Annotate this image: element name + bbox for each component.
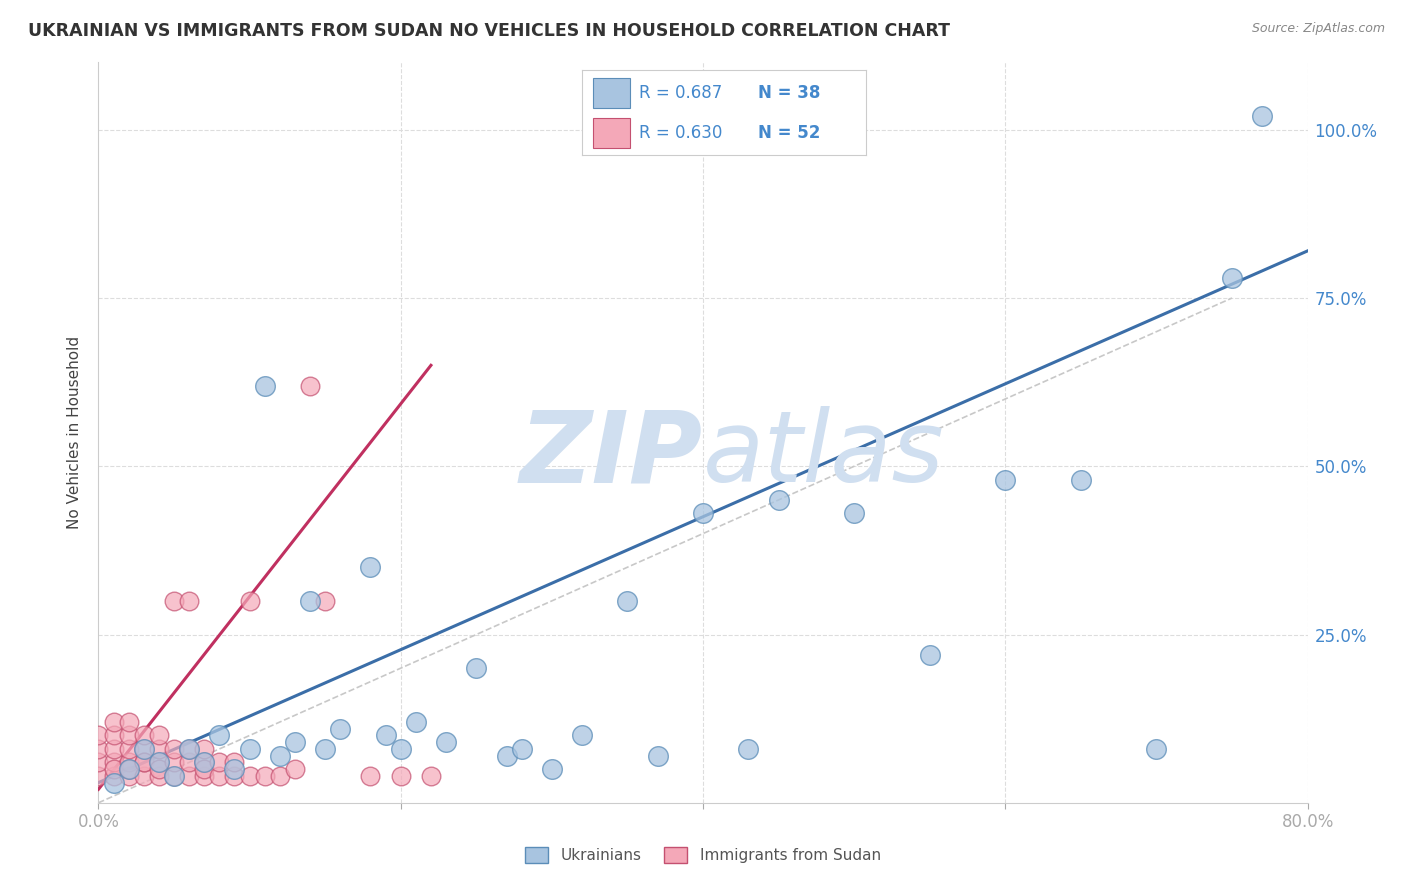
Text: UKRAINIAN VS IMMIGRANTS FROM SUDAN NO VEHICLES IN HOUSEHOLD CORRELATION CHART: UKRAINIAN VS IMMIGRANTS FROM SUDAN NO VE… (28, 22, 950, 40)
Point (118, 762, 141, 776)
Point (103, 762, 125, 776)
Point (495, 748, 517, 763)
Point (269, 748, 291, 763)
Point (163, 769, 186, 783)
Point (360, 560, 382, 574)
Point (389, 742, 412, 756)
Point (103, 729, 125, 743)
Point (284, 762, 307, 776)
Point (148, 756, 170, 770)
Point (224, 769, 246, 783)
Point (224, 756, 246, 770)
Point (844, 507, 866, 521)
Point (193, 756, 215, 770)
Text: ZIP: ZIP (520, 407, 703, 503)
Point (132, 742, 155, 756)
Point (148, 756, 170, 770)
Point (148, 762, 170, 776)
Point (269, 769, 291, 783)
Point (148, 742, 170, 756)
Point (87, 742, 110, 756)
Point (1220, 270, 1243, 285)
Point (103, 756, 125, 770)
Point (692, 507, 714, 521)
Point (193, 756, 215, 770)
Point (179, 742, 201, 756)
Point (163, 769, 186, 783)
Point (103, 769, 125, 783)
Point (163, 756, 186, 770)
Point (299, 594, 322, 608)
Point (284, 735, 307, 749)
Point (132, 756, 155, 770)
Point (208, 756, 231, 770)
Point (87, 769, 110, 783)
Point (314, 594, 336, 608)
Point (405, 714, 427, 729)
Point (179, 742, 201, 756)
Point (616, 594, 638, 608)
Point (510, 742, 533, 756)
Point (179, 594, 201, 608)
Point (239, 769, 262, 783)
Text: Source: ZipAtlas.com: Source: ZipAtlas.com (1251, 22, 1385, 36)
Point (768, 492, 790, 507)
Point (1144, 742, 1167, 756)
Point (434, 735, 457, 749)
Point (253, 378, 276, 392)
Point (1070, 473, 1092, 487)
Point (193, 762, 215, 776)
Point (118, 756, 141, 770)
Point (87, 756, 110, 770)
Point (132, 756, 155, 770)
Point (571, 729, 593, 743)
Point (118, 742, 141, 756)
Point (208, 769, 231, 783)
Point (118, 762, 141, 776)
Point (103, 714, 125, 729)
Point (239, 594, 262, 608)
Point (148, 769, 170, 783)
Point (1251, 109, 1274, 123)
Point (118, 729, 141, 743)
Text: atlas: atlas (703, 407, 945, 503)
Point (420, 769, 443, 783)
Point (193, 769, 215, 783)
Point (314, 742, 336, 756)
Point (103, 775, 125, 789)
Point (118, 769, 141, 783)
Point (253, 769, 276, 783)
Point (994, 473, 1017, 487)
Point (163, 594, 186, 608)
Point (299, 378, 322, 392)
Point (208, 729, 231, 743)
Point (179, 769, 201, 783)
Point (360, 769, 382, 783)
Point (374, 729, 396, 743)
Point (118, 714, 141, 729)
Point (163, 742, 186, 756)
Point (329, 722, 352, 736)
Point (647, 748, 669, 763)
Y-axis label: No Vehicles in Household: No Vehicles in Household (67, 336, 83, 529)
Point (179, 756, 201, 770)
Point (132, 729, 155, 743)
Point (918, 648, 941, 662)
Point (540, 762, 562, 776)
Point (132, 769, 155, 783)
Point (87, 729, 110, 743)
Point (193, 742, 215, 756)
Point (224, 762, 246, 776)
Point (737, 742, 759, 756)
Point (103, 742, 125, 756)
Point (465, 661, 488, 675)
Point (132, 742, 155, 756)
Point (389, 769, 412, 783)
Point (239, 742, 262, 756)
Legend: Ukrainians, Immigrants from Sudan: Ukrainians, Immigrants from Sudan (519, 841, 887, 869)
Point (148, 729, 170, 743)
